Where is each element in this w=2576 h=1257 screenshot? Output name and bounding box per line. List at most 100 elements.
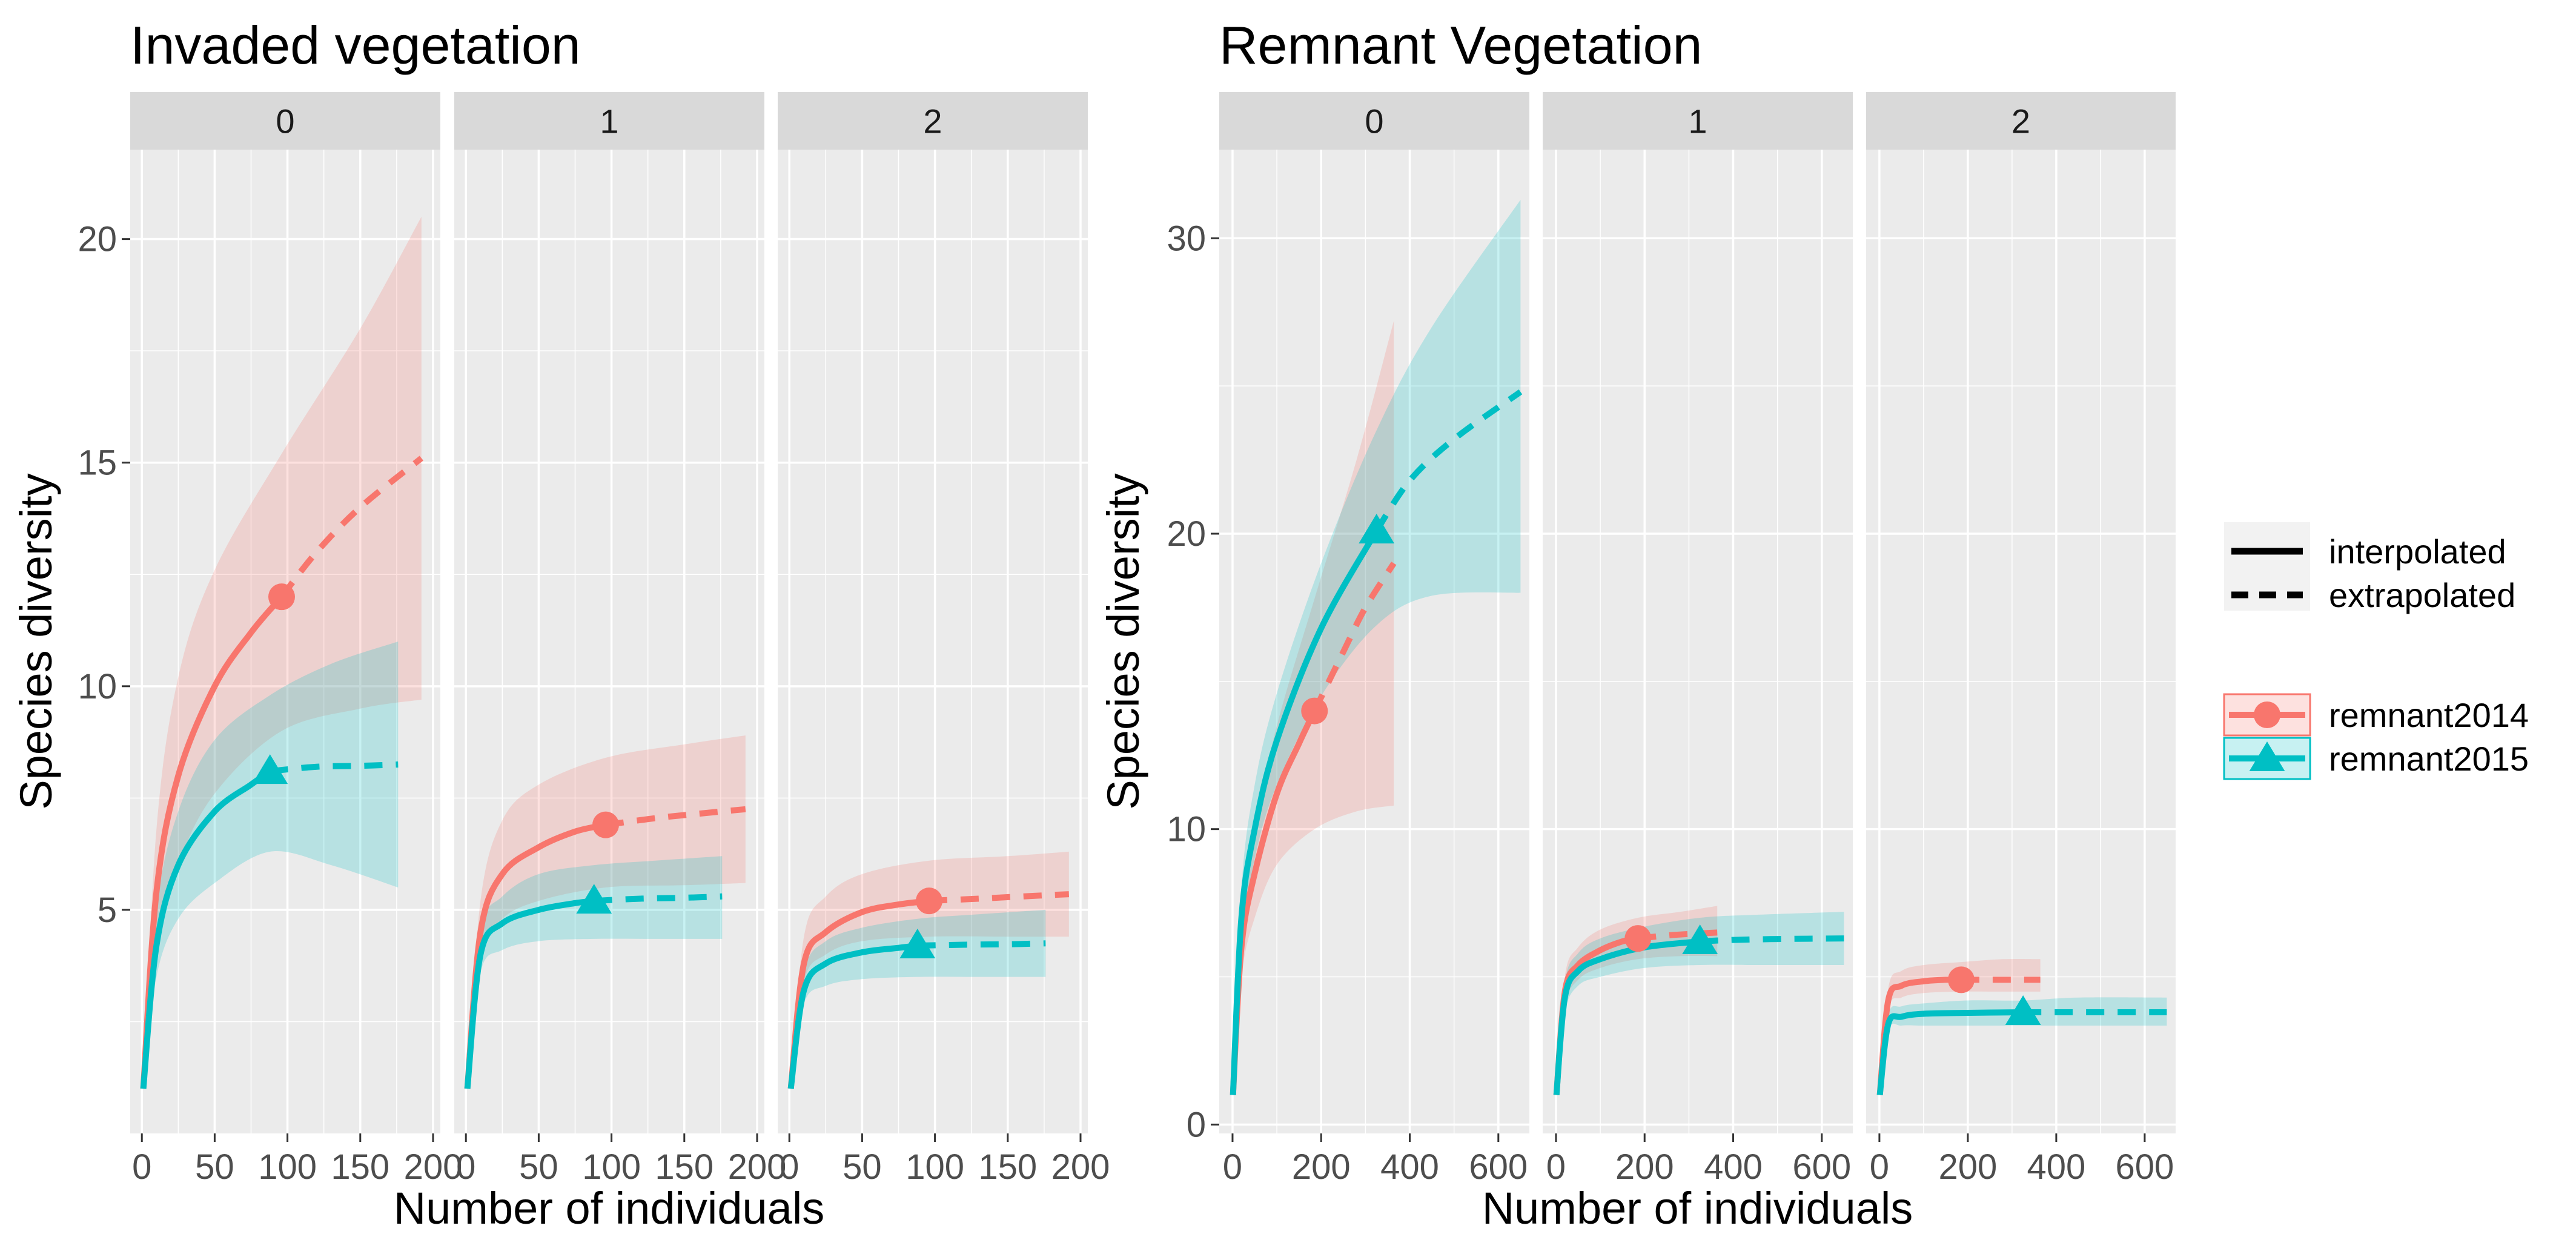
legend-triangle-marker: [2249, 741, 2285, 771]
x-tick-label: 200: [1292, 1147, 1351, 1187]
x-tick-label: 0: [456, 1147, 475, 1187]
observed-point-remnant2014: [915, 887, 942, 915]
panel-background: [1866, 150, 2176, 1133]
y-tick-label: 10: [1167, 810, 1206, 849]
ci-ribbon-remnant2014: [143, 216, 422, 1089]
facet-strip-label: 0: [1365, 102, 1383, 141]
x-tick-label: 200: [1615, 1147, 1674, 1187]
legend-linetype-label: interpolated: [2329, 532, 2506, 571]
facet-strip-label: 1: [600, 102, 618, 141]
ci-ribbon-remnant2014: [467, 735, 746, 1089]
facet-1: 1 0 200 400 600: [1543, 92, 1853, 1187]
x-axis-label: Number of individuals: [1482, 1183, 1913, 1233]
panel-data: [464, 735, 746, 1089]
x-tick-label: 600: [2116, 1147, 2174, 1187]
y-axis-label: Species diversity: [1098, 473, 1148, 809]
y-tick-label: 5: [98, 891, 117, 930]
x-tick-label: 0: [132, 1147, 151, 1187]
interpolated-line-remnant2015: [787, 943, 918, 1089]
facet-0: 0 0 50 100 150 200: [130, 92, 462, 1187]
panel-data: [1553, 906, 1844, 1096]
observed-point-remnant2014: [1301, 697, 1328, 725]
extrapolated-line-remnant2015: [917, 940, 1046, 949]
y-tick-label: 0: [1187, 1105, 1206, 1144]
extrapolated-line-remnant2015: [270, 761, 399, 775]
x-tick-label: 100: [906, 1147, 964, 1187]
observed-point-remnant2014: [268, 583, 295, 611]
observed-point-remnant2015: [1682, 924, 1718, 955]
extrapolated-line-remnant2014: [279, 456, 423, 599]
legend-circle-marker: [2254, 701, 2280, 728]
facet-strip: [1219, 92, 1529, 150]
legend-linetype-label: extrapolated: [2329, 576, 2515, 614]
observed-point-remnant2015: [576, 884, 612, 914]
interpolated-line-remnant2015: [1230, 529, 1380, 1095]
interpolated-line-remnant2014: [140, 594, 284, 1089]
ci-ribbon-remnant2015: [143, 642, 399, 1089]
facet-strip: [130, 92, 440, 150]
observed-point-remnant2014: [1624, 925, 1652, 952]
x-tick-label: 150: [655, 1147, 714, 1187]
facet-strip: [1543, 92, 1853, 150]
observed-point-remnant2015: [1359, 514, 1395, 544]
facet-2: 2 0 200 400 600: [1866, 92, 2176, 1187]
x-tick-label: 200: [728, 1147, 787, 1187]
x-tick-label: 50: [843, 1147, 882, 1187]
interpolated-line-remnant2015: [1876, 1009, 2024, 1096]
observed-point-remnant2014: [1947, 966, 1975, 993]
facet-strip: [778, 92, 1088, 150]
panel-background: [1219, 150, 1529, 1133]
facet-2: 2 0 50 100 150 200: [778, 92, 1110, 1187]
x-tick-label: 200: [404, 1147, 463, 1187]
extrapolated-line-remnant2015: [594, 893, 723, 904]
panel-background: [1543, 150, 1853, 1133]
legend: interpolated extrapolated remnant2014 remna…: [2223, 522, 2529, 780]
ci-ribbon-remnant2015: [1233, 199, 1521, 1095]
facet-strip-label: 0: [276, 102, 294, 141]
y-tick-label: 20: [78, 220, 117, 259]
y-tick-label: 20: [1167, 514, 1206, 554]
x-tick-label: 400: [2027, 1147, 2086, 1187]
chart-title: Remnant Vegetation: [1219, 15, 1702, 75]
x-tick-label: 0: [1546, 1147, 1566, 1187]
ci-ribbon-remnant2015: [1879, 997, 2167, 1095]
facet-strip-label: 1: [1688, 102, 1707, 141]
facet-1: 1 0 50 100 150 200: [454, 92, 786, 1187]
extrapolated-line-remnant2014: [605, 806, 746, 828]
x-tick-label: 150: [331, 1147, 389, 1187]
y-tick-label: 30: [1167, 219, 1206, 258]
x-tick-label: 0: [1223, 1147, 1242, 1187]
extrapolated-line-remnant2014: [1311, 562, 1397, 712]
panel-background: [778, 150, 1088, 1133]
facet-0: 0 0 200 400 600: [1219, 92, 1529, 1187]
panel-data: [1876, 958, 2167, 1096]
panel-data: [787, 851, 1070, 1089]
extrapolated-line-remnant2014: [929, 891, 1070, 904]
chart-title: Invaded vegetation: [130, 15, 581, 75]
x-tick-label: 200: [1051, 1147, 1110, 1187]
x-axis-label: Number of individuals: [394, 1183, 825, 1233]
observed-point-remnant2015: [252, 754, 288, 784]
legend-series-label: remnant2014: [2329, 696, 2529, 734]
x-tick-label: 50: [519, 1147, 558, 1187]
interpolated-line-remnant2015: [464, 898, 595, 1089]
legend-series-label: remnant2015: [2329, 740, 2529, 778]
x-tick-label: 400: [1704, 1147, 1763, 1187]
x-tick-label: 0: [780, 1147, 799, 1187]
x-tick-label: 600: [1792, 1147, 1851, 1187]
facet-strip: [1866, 92, 2176, 150]
observed-point-remnant2014: [592, 811, 619, 838]
ci-ribbon-remnant2014: [1879, 958, 2041, 1095]
observed-point-remnant2015: [2005, 995, 2041, 1026]
panel-background: [454, 150, 764, 1133]
interpolated-line-remnant2015: [1553, 938, 1701, 1096]
x-tick-label: 200: [1939, 1147, 1998, 1187]
y-tick-label: 15: [78, 443, 117, 483]
extrapolated-line-remnant2015: [1700, 935, 1844, 944]
x-tick-label: 100: [582, 1147, 641, 1187]
y-axis-label: Species diversity: [11, 473, 61, 809]
panel-data: [1230, 199, 1523, 1095]
